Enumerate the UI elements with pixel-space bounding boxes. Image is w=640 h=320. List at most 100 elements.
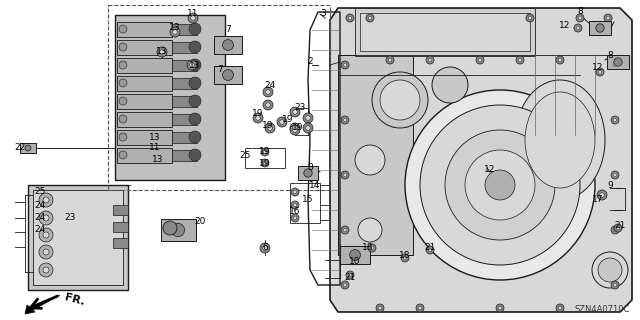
Circle shape <box>346 271 354 279</box>
Circle shape <box>39 245 53 259</box>
Circle shape <box>119 97 127 105</box>
Circle shape <box>445 130 555 240</box>
Bar <box>245 148 285 168</box>
Circle shape <box>403 256 407 260</box>
Circle shape <box>223 40 234 50</box>
Text: 13: 13 <box>156 47 168 57</box>
Circle shape <box>596 24 604 32</box>
Text: 19: 19 <box>292 124 304 132</box>
Circle shape <box>268 126 272 130</box>
Circle shape <box>611 61 619 69</box>
Circle shape <box>401 254 409 262</box>
Circle shape <box>39 211 53 225</box>
Circle shape <box>292 110 297 114</box>
Circle shape <box>173 30 177 34</box>
Circle shape <box>306 116 310 120</box>
Circle shape <box>614 58 622 66</box>
Text: 12: 12 <box>592 63 604 73</box>
Circle shape <box>265 123 275 133</box>
Text: 8: 8 <box>307 164 313 172</box>
Circle shape <box>465 150 535 220</box>
Circle shape <box>611 171 619 179</box>
Text: 7: 7 <box>225 26 231 35</box>
Bar <box>290 183 320 223</box>
Text: 16: 16 <box>289 207 301 217</box>
Text: 20: 20 <box>195 218 205 227</box>
Circle shape <box>388 58 392 62</box>
Circle shape <box>187 60 197 70</box>
Circle shape <box>119 115 127 123</box>
Bar <box>172 114 197 125</box>
Bar <box>33 190 123 285</box>
Circle shape <box>592 252 628 288</box>
Circle shape <box>613 228 617 232</box>
Circle shape <box>578 16 582 20</box>
Circle shape <box>39 193 53 207</box>
Circle shape <box>266 103 270 107</box>
Text: 15: 15 <box>302 196 314 204</box>
Circle shape <box>558 306 562 310</box>
Text: 19: 19 <box>282 116 294 124</box>
Text: 12: 12 <box>559 20 571 29</box>
Circle shape <box>366 14 374 22</box>
Text: 12: 12 <box>484 165 496 174</box>
Circle shape <box>119 43 127 51</box>
Circle shape <box>606 16 610 20</box>
Circle shape <box>428 248 432 252</box>
Circle shape <box>355 145 385 175</box>
Text: 3: 3 <box>320 10 326 19</box>
Circle shape <box>191 16 195 20</box>
Circle shape <box>574 24 582 32</box>
Circle shape <box>189 23 201 35</box>
Bar <box>117 22 172 37</box>
Circle shape <box>256 116 260 120</box>
Circle shape <box>263 100 273 110</box>
Text: 24: 24 <box>35 226 45 235</box>
Bar <box>113 205 128 215</box>
Bar <box>589 21 611 35</box>
Circle shape <box>598 70 602 74</box>
Bar <box>172 132 197 143</box>
Bar <box>360 13 530 51</box>
Text: 11: 11 <box>188 10 199 19</box>
Circle shape <box>343 118 347 122</box>
Circle shape <box>426 246 434 254</box>
Circle shape <box>119 25 127 33</box>
Circle shape <box>614 224 622 232</box>
Bar <box>117 94 172 109</box>
Circle shape <box>418 306 422 310</box>
Circle shape <box>189 77 201 89</box>
Text: 22: 22 <box>14 143 26 153</box>
Bar <box>340 246 370 264</box>
Text: 24: 24 <box>264 81 276 90</box>
Bar <box>28 185 128 290</box>
Circle shape <box>378 306 382 310</box>
Circle shape <box>277 117 287 127</box>
Bar <box>172 42 197 53</box>
Circle shape <box>485 170 515 200</box>
Text: 21: 21 <box>344 274 356 283</box>
Bar <box>172 96 197 107</box>
Circle shape <box>596 68 604 76</box>
Text: 8: 8 <box>577 7 583 17</box>
Bar <box>172 78 197 89</box>
Circle shape <box>263 87 273 97</box>
Polygon shape <box>330 8 632 312</box>
Circle shape <box>597 190 607 200</box>
Circle shape <box>341 281 349 289</box>
Circle shape <box>598 258 622 282</box>
Circle shape <box>119 133 127 141</box>
Circle shape <box>43 267 49 273</box>
Circle shape <box>304 169 312 177</box>
Bar <box>607 55 629 69</box>
Circle shape <box>496 304 504 312</box>
Text: 11: 11 <box>149 143 161 153</box>
Circle shape <box>189 95 201 107</box>
Circle shape <box>43 197 49 203</box>
Text: 13: 13 <box>152 156 164 164</box>
Circle shape <box>348 273 352 277</box>
Text: 23: 23 <box>294 102 306 111</box>
Circle shape <box>189 113 201 125</box>
Circle shape <box>386 56 394 64</box>
Bar <box>115 15 225 180</box>
